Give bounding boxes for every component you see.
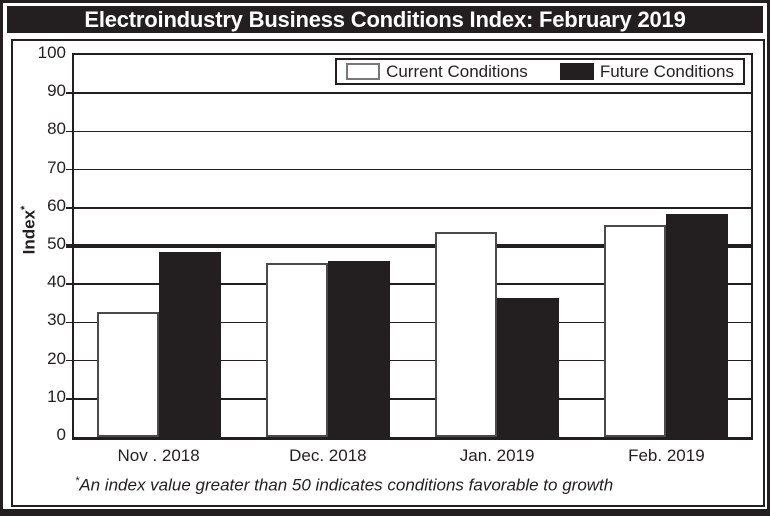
bar-current-4	[604, 224, 667, 437]
chart-title-bar: Electroindustry Business Conditions Inde…	[7, 6, 763, 33]
gridline-30	[66, 321, 751, 324]
gridline-10	[66, 398, 751, 400]
y-tick-label-50: 50	[47, 234, 66, 253]
y-tick-label-20: 20	[47, 348, 66, 368]
bar-current-3	[435, 232, 498, 437]
x-axis-label-3: Jan. 2019	[459, 446, 535, 465]
x-axis-label-1: Nov . 2018	[117, 446, 200, 465]
y-tick-label-60: 60	[47, 195, 66, 215]
gridline-20	[66, 359, 751, 362]
footnote-text: An index value greater than 50 indicates…	[79, 475, 614, 495]
gridline-80	[66, 130, 751, 133]
gridline-90	[66, 92, 751, 94]
y-tick-label-40: 40	[47, 272, 66, 292]
bar-future-2	[327, 260, 390, 437]
gridline-70	[66, 168, 751, 171]
footnote: *An index value greater than 50 indicate…	[75, 475, 613, 496]
y-tick-label-80: 80	[47, 119, 66, 139]
legend-swatch-future-conditions	[559, 63, 594, 80]
gridline-60	[66, 207, 751, 209]
y-tick-label-0: 0	[56, 425, 66, 444]
y-tick-label-30: 30	[47, 310, 66, 330]
bar-current-2	[265, 263, 328, 437]
legend-label-current-conditions: Current Conditions	[386, 61, 528, 81]
y-tick-label-100: 100	[37, 43, 66, 62]
chart-title: Electroindustry Business Conditions Inde…	[84, 6, 686, 32]
chart-panel: Index* 0 10 20 30 40 50 60 70 80 90 100 Current Co…	[11, 39, 765, 507]
legend: Current Conditions Future Conditions	[335, 58, 745, 85]
x-axis-label-4: Feb. 2019	[628, 446, 705, 465]
bar-current-1	[96, 312, 159, 437]
reference-line-50	[66, 244, 751, 248]
plot-area: Current Conditions Future Conditions	[66, 53, 753, 440]
gridline-40	[66, 283, 751, 285]
bar-future-1	[158, 252, 221, 437]
y-tick-label-70: 70	[47, 157, 66, 177]
legend-swatch-current-conditions	[346, 63, 381, 80]
footnote-asterisk: *	[75, 475, 80, 487]
bar-future-3	[497, 297, 560, 437]
y-tick-label-10: 10	[47, 386, 66, 406]
x-axis-label-2: Dec. 2018	[289, 446, 367, 465]
legend-label-future-conditions: Future Conditions	[599, 61, 734, 81]
y-tick-label-90: 90	[47, 81, 66, 101]
bar-future-4	[666, 214, 729, 437]
